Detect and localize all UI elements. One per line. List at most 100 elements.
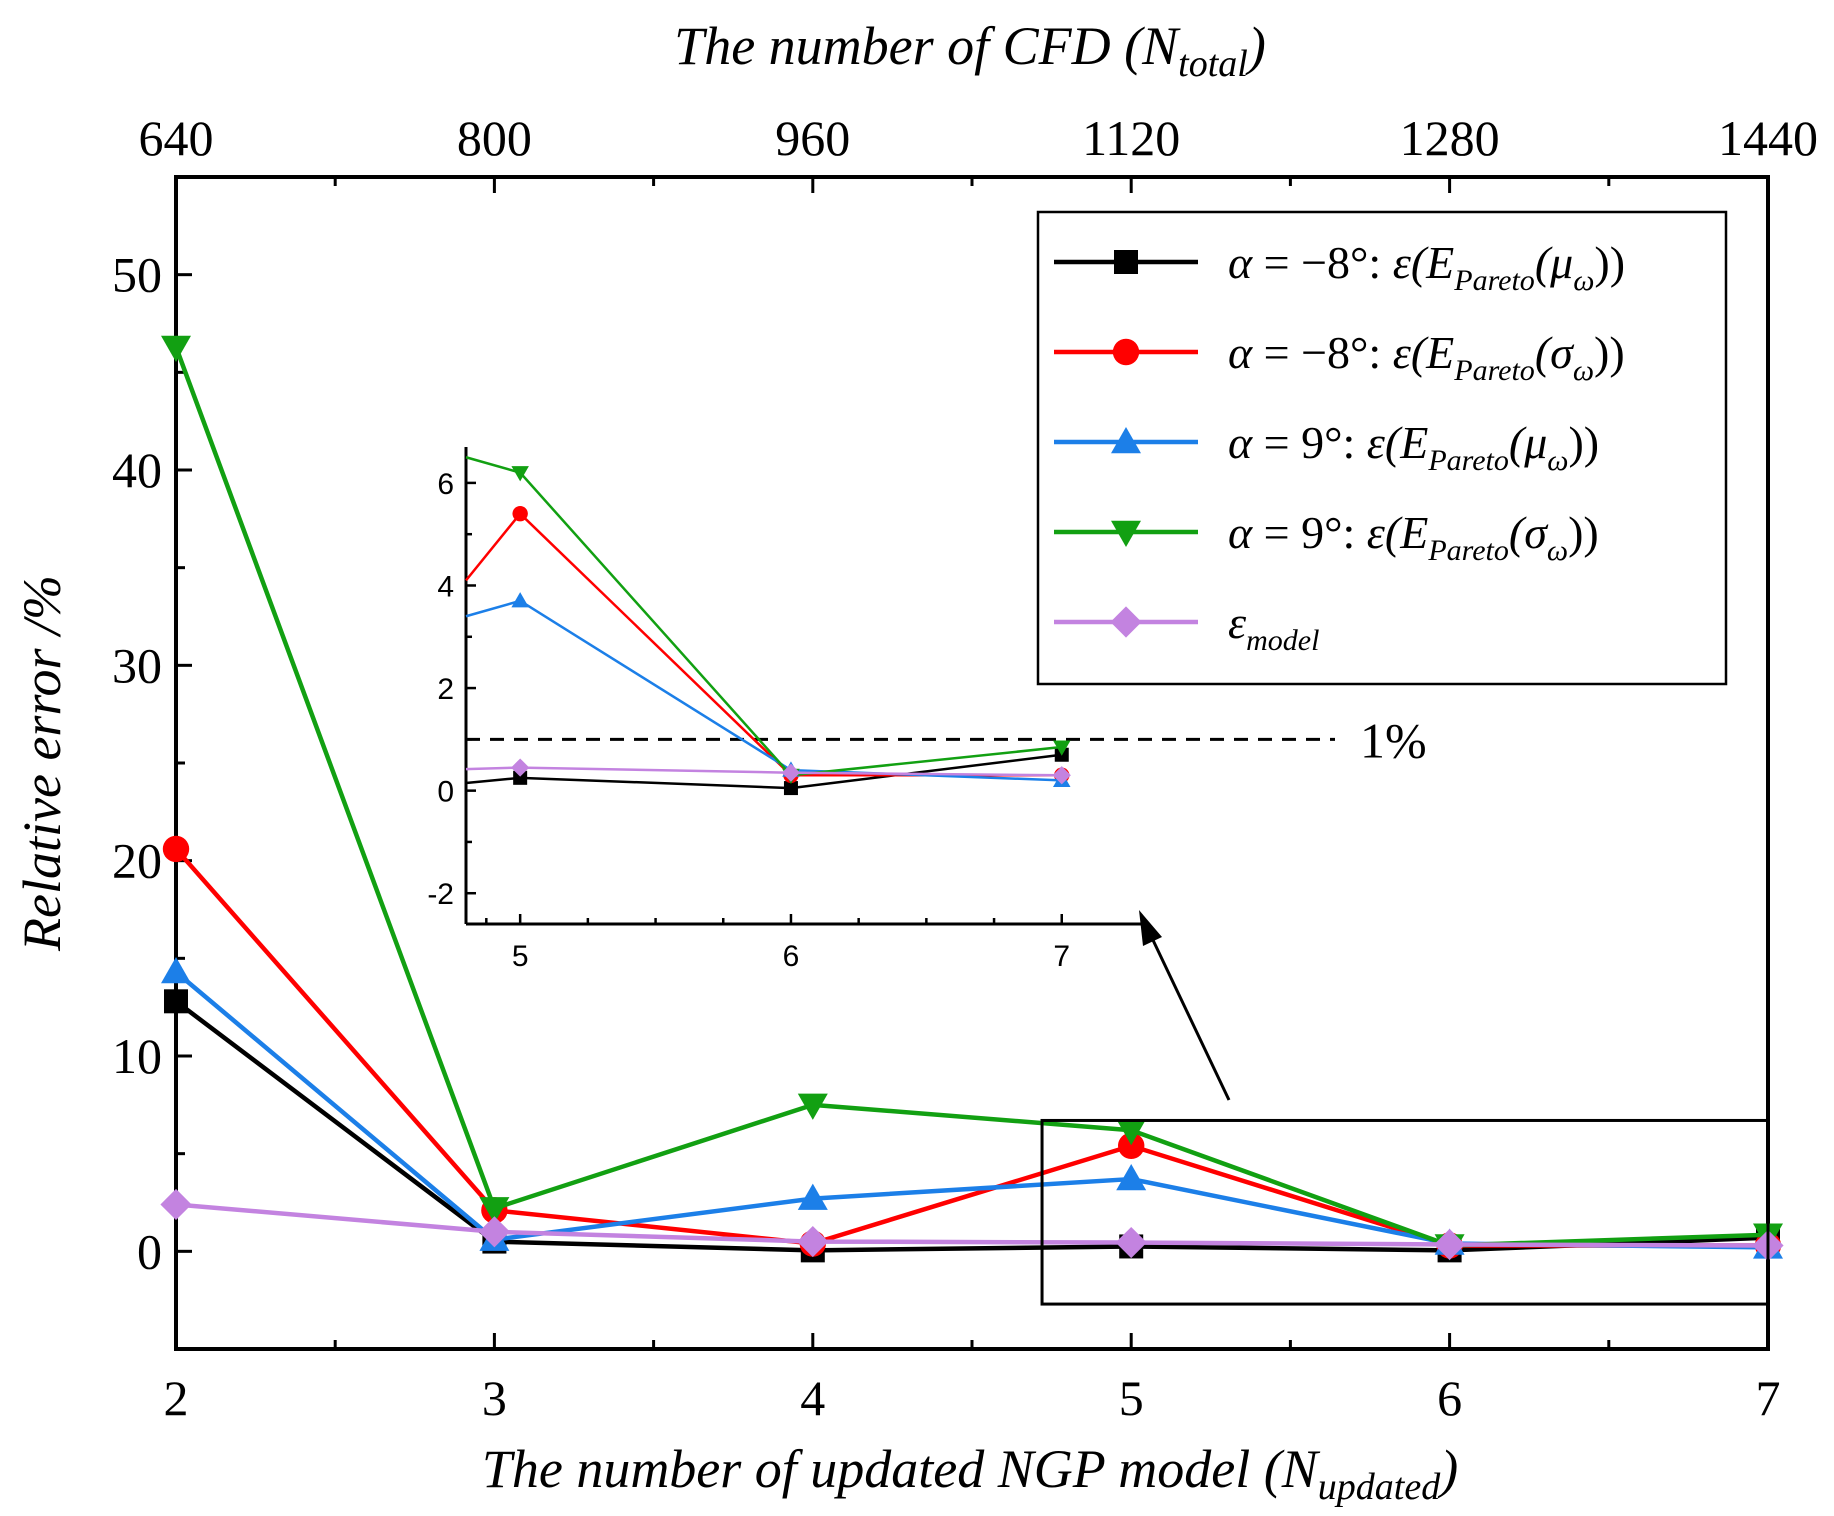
zoom-arrow-line — [1150, 937, 1231, 1101]
legend-sub-pareto: Pareto — [1427, 444, 1509, 477]
legend-entry-label: α = 9°: ε(EPareto(μω)) — [1228, 417, 1599, 477]
x2-tick-label: 1440 — [1718, 110, 1818, 166]
legend-sub-pareto: Pareto — [1453, 264, 1535, 297]
y-tick-label: 0 — [137, 1223, 162, 1279]
inset-series-3-point — [1053, 740, 1071, 756]
inset-series-line-4 — [465, 766, 1062, 777]
y-axis-title: Relative error /% — [12, 575, 72, 952]
legend-alpha: α — [1228, 417, 1253, 468]
inset-series-line-0 — [465, 753, 1062, 790]
series-1-point — [1118, 1132, 1145, 1160]
inset-y-tick-label: 6 — [437, 468, 454, 501]
legend-arg: (σ — [1509, 507, 1549, 558]
legend-swatch-marker — [1111, 520, 1141, 547]
legend-arg-sub: ω — [1547, 534, 1568, 567]
x-tick-label: 2 — [164, 1370, 189, 1426]
x-tick-label: 7 — [1756, 1370, 1781, 1426]
legend-alpha: α — [1228, 237, 1253, 288]
legend-swatch-marker — [1114, 250, 1138, 274]
y-tick-label: 30 — [112, 637, 162, 693]
inset-group: -2 0 2 4 6 5 6 7 1% — [427, 447, 1427, 973]
legend-entry-label: α = 9°: ε(EPareto(σω)) — [1228, 507, 1599, 567]
legend-close: )) — [1594, 237, 1625, 288]
legend-alpha: α — [1228, 327, 1253, 378]
legend-arg-sub: ω — [1547, 444, 1568, 477]
legend-arg: (μ — [1535, 237, 1573, 288]
legend-entry-label: α = −8°: ε(EPareto(μω)) — [1228, 237, 1625, 297]
series-line-0 — [174, 999, 1769, 1253]
series-4-point — [797, 1225, 829, 1258]
threshold-label: 1% — [1360, 712, 1427, 768]
series-4-point — [1115, 1226, 1147, 1259]
inset-series-0-point — [783, 781, 798, 796]
inset-series-1-point — [512, 505, 528, 522]
inset-y-tick-label: 2 — [437, 673, 454, 706]
series-4-point — [1434, 1228, 1466, 1261]
series-4-point — [160, 1188, 192, 1221]
x-axis-title-main: The number of updated NGP model (N — [482, 1439, 1321, 1499]
x-tick-label: 6 — [1437, 1370, 1462, 1426]
zoom-region-group — [1040, 910, 1770, 1306]
y-tick-label: 40 — [112, 442, 162, 498]
inset-series-line-2 — [465, 599, 1062, 782]
legend-arg-sub: ω — [1573, 264, 1594, 297]
inset-series-4-point — [511, 758, 530, 777]
y-tick-label: 20 — [112, 833, 162, 889]
legend-close: )) — [1568, 507, 1599, 558]
legend-swatch-marker — [1110, 606, 1142, 638]
inset-series-0-point — [513, 770, 528, 785]
legend-relation: = −8°: — [1252, 327, 1393, 378]
x2-axis-title-sub: total — [1178, 43, 1248, 85]
legend-entry-label: α = −8°: ε(EPareto(σω)) — [1228, 327, 1625, 387]
legend-sub-pareto: Pareto — [1427, 534, 1509, 567]
inset-series-3-point — [511, 466, 529, 482]
inset-y-tick-label: 4 — [437, 570, 454, 603]
inset-series-2-point — [511, 592, 529, 608]
inset-series-4-point — [781, 763, 801, 782]
series-2-point — [797, 1183, 828, 1210]
series-line-4 — [175, 1202, 1769, 1248]
legend-arg-sub: ω — [1573, 354, 1594, 387]
legend-eps-model: ε — [1228, 597, 1247, 648]
series-line-1 — [174, 847, 1768, 1248]
inset-series-line-3 — [465, 456, 1062, 777]
legend-eps: ε(E — [1393, 327, 1455, 378]
legend-sub-model: model — [1246, 624, 1319, 657]
series-1-point — [162, 835, 190, 863]
legend-swatch-marker — [1111, 427, 1141, 454]
y-tick-label: 10 — [112, 1028, 162, 1084]
x-tick-label: 3 — [482, 1370, 507, 1426]
legend-alpha: α — [1228, 507, 1253, 558]
x-tick-label: 4 — [800, 1370, 825, 1426]
x2-axis-title: The number of CFD (Ntotal) — [674, 16, 1266, 85]
series-3-point — [161, 335, 191, 362]
zoom-region-box — [1040, 1118, 1770, 1306]
y-tick-label: 50 — [112, 247, 162, 303]
legend-relation: = 9°: — [1252, 417, 1367, 468]
legend-arg: (σ — [1535, 327, 1575, 378]
x-axis-title-close: ) — [1437, 1439, 1458, 1499]
legend-group: α = −8°: ε(EPareto(μω))α = −8°: ε(EParet… — [1036, 210, 1728, 686]
x-tick-label: 5 — [1119, 1370, 1144, 1426]
inset-x-tick-label: 6 — [783, 940, 800, 973]
series-line-2 — [174, 970, 1769, 1250]
legend-relation: = 9°: — [1252, 507, 1367, 558]
legend-close: )) — [1568, 417, 1599, 468]
legend-relation: = −8°: — [1252, 237, 1393, 288]
series-3-point — [479, 1197, 510, 1224]
x2-tick-label: 640 — [139, 110, 214, 166]
inset-y-tick-label: -2 — [427, 878, 454, 911]
x2-axis-title-main: The number of CFD (N — [674, 16, 1181, 76]
series-2-point — [1116, 1164, 1147, 1191]
x-axis-title-sub: updated — [1318, 1466, 1441, 1508]
main-series-group — [160, 335, 1784, 1263]
legend-eps: ε(E — [1393, 237, 1455, 288]
x2-tick-label: 800 — [457, 110, 532, 166]
series-2-point — [161, 957, 191, 984]
inset-series-line-1 — [465, 512, 1062, 777]
inset-x-tick-label: 5 — [512, 940, 529, 973]
legend-entry-label: εmodel — [1228, 597, 1319, 657]
inset-x-tick-label: 7 — [1053, 940, 1070, 973]
inset-series-4-point — [1052, 766, 1071, 785]
